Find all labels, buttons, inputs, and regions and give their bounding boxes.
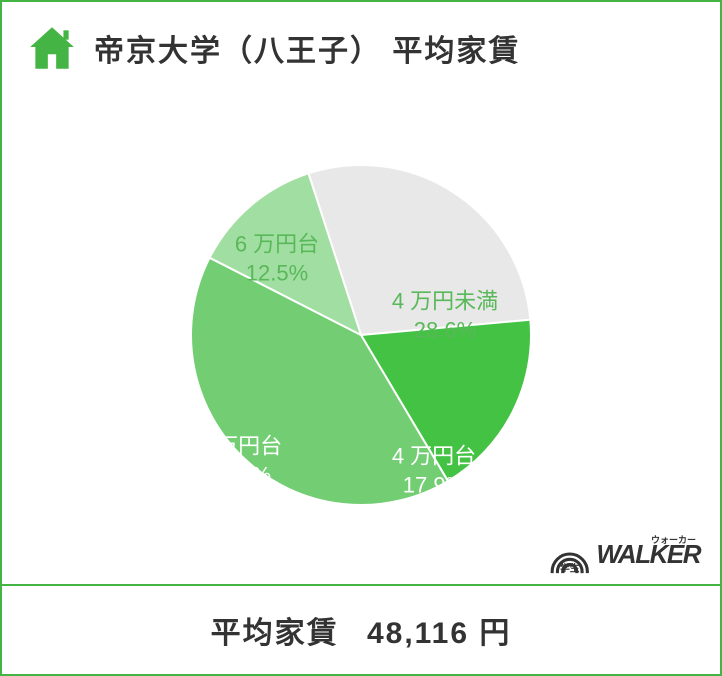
- brand-furigana: ウォーカー: [651, 533, 696, 546]
- brand-text: WALKER ウォーカー: [596, 539, 700, 570]
- brand-logo-block: 学生 WALKER ウォーカー: [546, 532, 700, 576]
- footer-text: 平均家賃 48,116 円: [2, 608, 720, 652]
- pie-chart: [191, 165, 531, 505]
- card-container: 帝京大学（八王子） 平均家賃 学生 WALKER ウォーカー 4 万円未満28.…: [0, 0, 722, 676]
- footer: 平均家賃 48,116 円: [2, 584, 720, 674]
- header: 帝京大学（八王子） 平均家賃: [2, 2, 720, 86]
- footer-value: 48,116 円: [367, 617, 511, 650]
- svg-text:学生: 学生: [560, 562, 580, 575]
- brand-arcs-icon: 学生: [546, 532, 590, 576]
- chart-area: 学生 WALKER ウォーカー 4 万円未満28.6%4 万円台17.9%5 万…: [2, 86, 720, 584]
- footer-label: 平均家賃: [211, 617, 339, 650]
- house-icon: [26, 22, 78, 74]
- page-title: 帝京大学（八王子） 平均家賃: [94, 26, 520, 70]
